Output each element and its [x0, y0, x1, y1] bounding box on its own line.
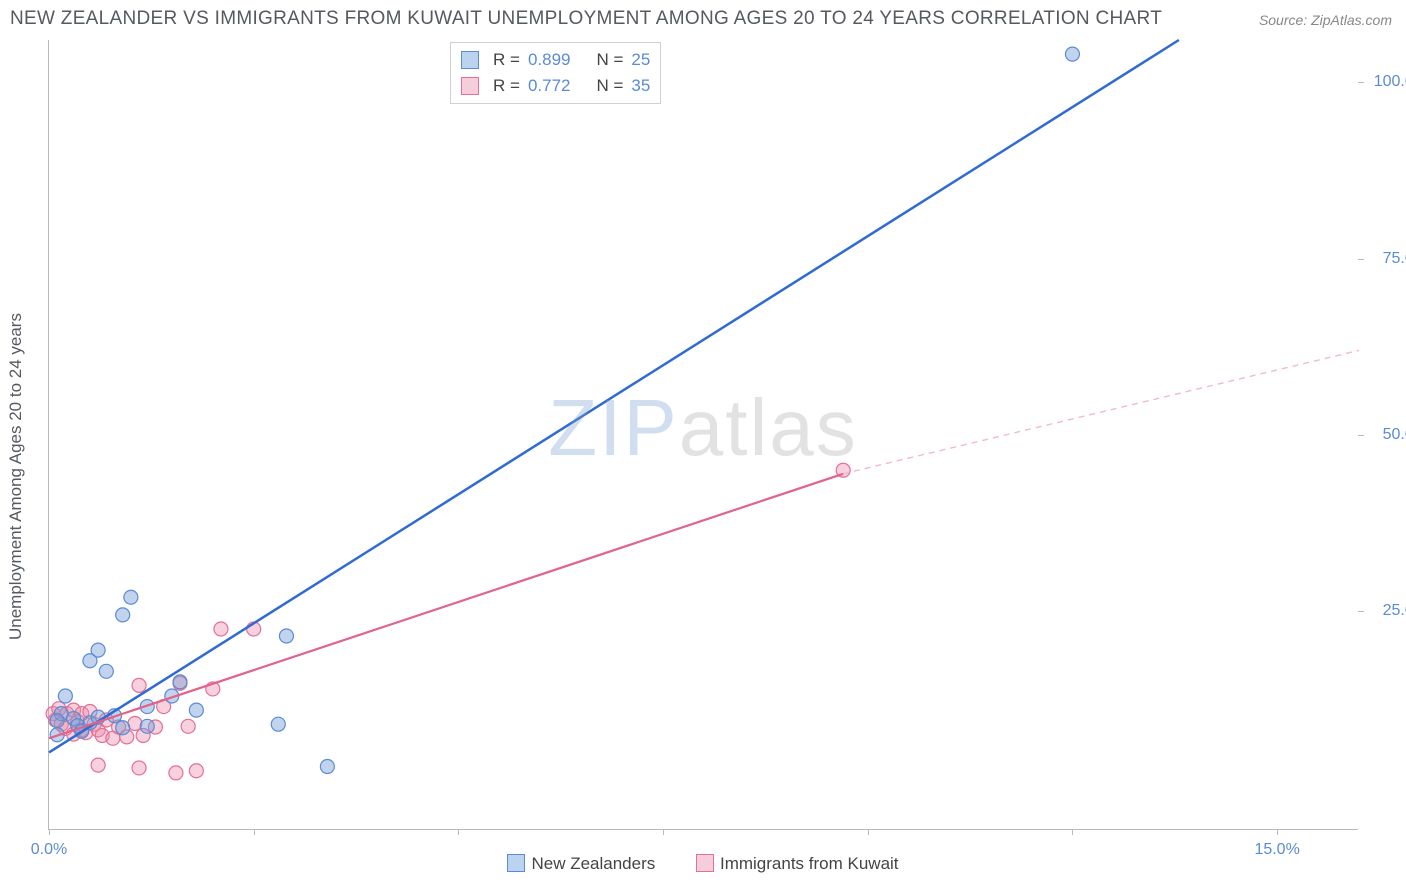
scatter-point-nz — [279, 629, 293, 643]
scatter-point-kw — [189, 764, 203, 778]
scatter-point-nz — [189, 703, 203, 717]
y-tick-mark — [1358, 259, 1364, 260]
r-label: R = — [493, 73, 520, 99]
y-tick-label: 100.0% — [1374, 73, 1406, 91]
scatter-point-kw — [91, 758, 105, 772]
y-tick-label: 75.0% — [1383, 250, 1406, 268]
scatter-point-nz — [50, 714, 64, 728]
scatter-point-kw — [181, 719, 195, 733]
x-tick-mark — [458, 829, 459, 835]
y-tick-label: 25.0% — [1383, 602, 1406, 620]
legend-row-kw: R = 0.772 N = 35 — [461, 73, 650, 99]
x-tick-mark — [1277, 829, 1278, 835]
source-attribution: Source: ZipAtlas.com — [1259, 12, 1392, 28]
scatter-point-kw — [132, 678, 146, 692]
r-value-kw: 0.772 — [528, 73, 571, 99]
regression-line-kw — [49, 474, 843, 739]
scatter-point-nz — [1065, 47, 1079, 61]
scatter-point-kw — [132, 761, 146, 775]
series-legend: New Zealanders Immigrants from Kuwait — [0, 854, 1406, 874]
y-axis-label: Unemployment Among Ages 20 to 24 years — [6, 313, 26, 640]
x-tick-mark — [254, 829, 255, 835]
source-name: ZipAtlas.com — [1311, 12, 1392, 28]
regression-line-kw-extrapolated — [843, 350, 1359, 473]
scatter-point-nz — [58, 689, 72, 703]
swatch-nz-bottom — [507, 854, 525, 872]
x-tick-mark — [49, 829, 50, 835]
r-value-nz: 0.899 — [528, 47, 571, 73]
x-tick-mark — [663, 829, 664, 835]
scatter-point-kw — [214, 622, 228, 636]
legend-item-kw: Immigrants from Kuwait — [696, 854, 899, 873]
legend-item-nz: New Zealanders — [507, 854, 660, 873]
y-tick-mark — [1358, 82, 1364, 83]
scatter-point-nz — [91, 643, 105, 657]
y-tick-mark — [1358, 435, 1364, 436]
legend-label-nz: New Zealanders — [531, 854, 655, 873]
scatter-point-nz — [173, 675, 187, 689]
swatch-kw-bottom — [696, 854, 714, 872]
n-label: N = — [596, 47, 623, 73]
scatter-point-nz — [116, 608, 130, 622]
scatter-plot-svg — [49, 40, 1359, 830]
chart-title: NEW ZEALANDER VS IMMIGRANTS FROM KUWAIT … — [10, 8, 1162, 30]
scatter-point-nz — [99, 664, 113, 678]
n-value-nz: 25 — [631, 47, 650, 73]
scatter-point-kw — [169, 766, 183, 780]
n-label: N = — [596, 73, 623, 99]
y-tick-mark — [1358, 611, 1364, 612]
swatch-nz — [461, 51, 479, 69]
scatter-point-nz — [271, 717, 285, 731]
x-tick-mark — [868, 829, 869, 835]
y-tick-label: 50.0% — [1383, 426, 1406, 444]
x-tick-mark — [1072, 829, 1073, 835]
r-label: R = — [493, 47, 520, 73]
scatter-point-nz — [320, 760, 334, 774]
scatter-point-nz — [116, 721, 130, 735]
swatch-kw — [461, 77, 479, 95]
legend-row-nz: R = 0.899 N = 25 — [461, 47, 650, 73]
n-value-kw: 35 — [631, 73, 650, 99]
source-prefix: Source: — [1259, 12, 1311, 28]
legend-label-kw: Immigrants from Kuwait — [720, 854, 899, 873]
regression-line-nz — [49, 40, 1179, 752]
scatter-point-nz — [140, 719, 154, 733]
scatter-point-nz — [124, 590, 138, 604]
chart-plot-area: 0.0%15.0%25.0%50.0%75.0%100.0% — [48, 40, 1358, 830]
correlation-legend: R = 0.899 N = 25 R = 0.772 N = 35 — [450, 42, 661, 104]
